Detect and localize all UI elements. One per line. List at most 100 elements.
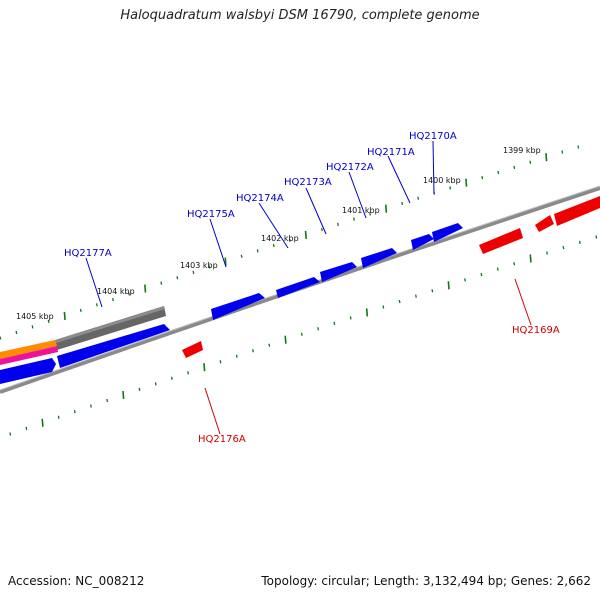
minor-tick (562, 246, 565, 250)
genome-backbone (0, 186, 600, 394)
gene-arrow[interactable] (554, 196, 600, 226)
minor-tick (9, 432, 12, 436)
minor-tick (192, 270, 195, 274)
gene-label[interactable]: HQ2170A (409, 131, 457, 142)
minor-tick (170, 376, 173, 380)
major-tick (41, 418, 44, 427)
gene-arrow[interactable] (361, 248, 397, 268)
accession-label: Accession: NC_008212 (8, 574, 145, 588)
kbp-label: 1404 kbp (97, 287, 135, 296)
major-tick (384, 204, 388, 213)
minor-tick (25, 426, 28, 431)
minor-tick (320, 228, 323, 232)
kbp-labels: 1405 kbp 1404 kbp 1403 kbp 1402 kbp 1401… (16, 146, 541, 321)
minor-tick (252, 349, 254, 353)
minor-tick (300, 332, 303, 336)
gene-arrow[interactable] (182, 341, 203, 358)
major-tick (284, 335, 287, 344)
forward-genes (0, 223, 463, 384)
gene-arrow[interactable] (320, 262, 357, 282)
minor-tick (401, 201, 404, 206)
kbp-label: 1402 kbp (261, 234, 299, 243)
minor-tick (15, 330, 18, 335)
minor-tick (240, 254, 243, 258)
major-tick (144, 284, 147, 293)
minor-tick (268, 343, 271, 347)
forward-gene-labels: HQ2177A HQ2175A HQ2174A HQ2173A HQ2172A … (64, 131, 457, 308)
minor-tick (256, 249, 259, 253)
minor-tick (417, 196, 420, 200)
minor-tick (95, 303, 98, 307)
minor-tick (106, 398, 109, 403)
genome-summary: Topology: circular; Length: 3,132,494 bp… (261, 574, 591, 588)
magenta-track (0, 346, 58, 365)
minor-tick (546, 251, 548, 255)
minor-tick (382, 305, 385, 309)
kbp-label: 1403 kbp (180, 261, 218, 270)
minor-tick (513, 165, 516, 169)
reverse-gene-labels: HQ2176A HQ2169A (198, 278, 560, 445)
minor-tick (349, 316, 352, 320)
major-tick (203, 363, 206, 372)
minor-tick (398, 299, 401, 304)
minor-tick (176, 276, 179, 280)
minor-tick (47, 319, 50, 324)
gene-arrow[interactable] (432, 223, 463, 242)
major-tick (365, 308, 369, 317)
gene-arrow[interactable] (211, 293, 265, 320)
gene-label[interactable]: HQ2169A (512, 325, 560, 336)
gene-arrow[interactable] (57, 324, 170, 368)
gene-label[interactable]: HQ2171A (367, 147, 415, 158)
minor-tick (415, 294, 417, 298)
minor-tick (513, 262, 516, 266)
minor-tick (272, 243, 275, 248)
minor-tick (577, 145, 580, 149)
minor-tick (208, 265, 211, 269)
gene-label[interactable]: HQ2176A (198, 434, 246, 445)
minor-tick (138, 387, 141, 391)
major-tick (465, 178, 468, 187)
major-tick (122, 390, 125, 399)
minor-tick (317, 327, 320, 331)
minor-tick (57, 415, 60, 419)
gene-label[interactable]: HQ2175A (187, 209, 235, 220)
minor-tick (497, 170, 500, 175)
minor-tick (496, 267, 499, 271)
minor-tick (219, 360, 222, 364)
minor-tick (353, 217, 355, 221)
minor-tick (431, 289, 434, 293)
minor-tick (464, 278, 466, 282)
major-tick (304, 230, 307, 240)
minor-tick (160, 281, 163, 285)
minor-tick (288, 238, 291, 242)
minor-tick (595, 235, 598, 239)
minor-tick (128, 292, 131, 296)
major-tick (63, 311, 66, 320)
minor-tick (578, 240, 581, 244)
inner-tick-ring (9, 235, 598, 436)
minor-tick (187, 371, 190, 375)
map-title: Haloquadratum walsbyi DSM 16790, complet… (120, 8, 480, 23)
gene-arrow[interactable] (0, 358, 56, 384)
major-tick (447, 281, 450, 290)
major-tick (529, 254, 532, 263)
gene-label[interactable]: HQ2174A (236, 193, 284, 204)
minor-tick (369, 212, 371, 216)
gene-label[interactable]: HQ2172A (326, 162, 374, 173)
minor-tick (73, 409, 76, 414)
minor-tick (480, 272, 483, 277)
feature-tracks (0, 306, 166, 365)
kbp-label: 1400 kbp (423, 176, 461, 185)
outer-tick-ring (0, 145, 580, 340)
gene-arrow[interactable] (535, 215, 554, 232)
gene-arrow[interactable] (479, 228, 523, 254)
reverse-genes (182, 196, 600, 358)
gene-arrow[interactable] (276, 277, 320, 298)
gene-label[interactable]: HQ2177A (64, 248, 112, 259)
minor-tick (154, 382, 157, 386)
minor-tick (561, 150, 564, 154)
kbp-label: 1401 kbp (342, 206, 380, 215)
gene-label[interactable]: HQ2173A (284, 177, 332, 188)
gene-arrow[interactable] (411, 234, 434, 250)
